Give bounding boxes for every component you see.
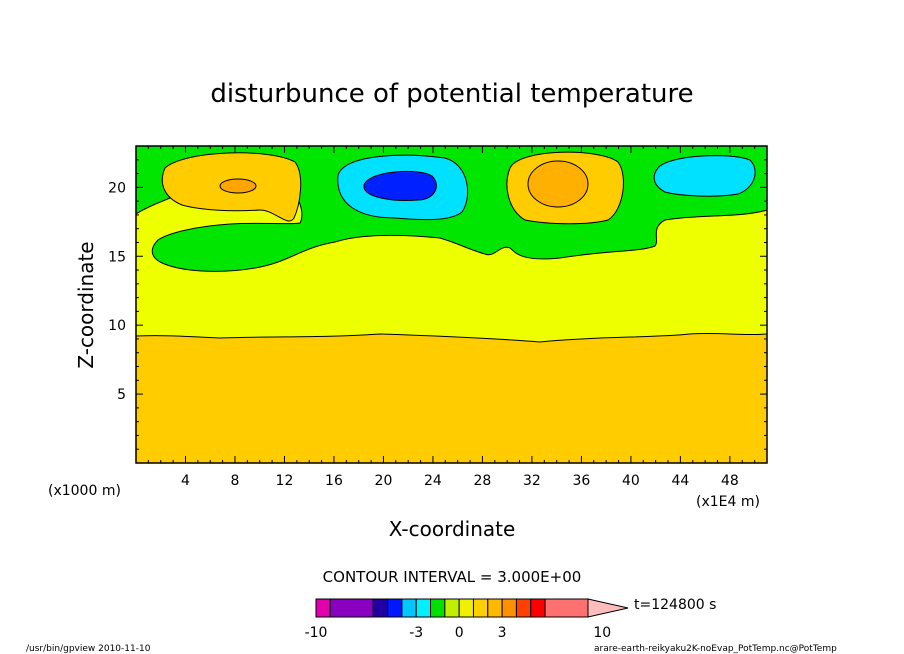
footer-right: arare-earth-reikyaku2K-noEvap_PotTemp.nc… <box>594 644 837 654</box>
x-tick-label: 32 <box>523 473 541 489</box>
colorbar-extension-arrow <box>587 598 629 618</box>
x-unit-left: (x1000 m) <box>48 483 121 499</box>
y-tick-label: 20 <box>108 180 126 196</box>
y-axis-ticks: 5 10 15 20 <box>108 159 767 450</box>
colorbar-segment <box>444 598 460 618</box>
colorbar-segment <box>387 598 403 618</box>
colorbar-tick-label: 0 <box>455 625 464 641</box>
x-tick-label: 28 <box>474 473 492 489</box>
colorbar-segment <box>329 598 374 618</box>
x-unit-right: (x1E4 m) <box>696 494 760 510</box>
colorbar-segment <box>415 598 432 618</box>
colorbar-tick-label: 10 <box>593 625 611 641</box>
y-tick-label: 10 <box>108 318 126 334</box>
colorbar-tick-label: -10 <box>305 625 328 641</box>
y-tick-label: 5 <box>117 387 126 403</box>
colorbar-segment <box>501 598 517 618</box>
colorbar-labels: -10 -3 0 3 10 <box>305 625 612 641</box>
colorbar-tick-label: 3 <box>498 625 507 641</box>
colorbar-segment <box>472 598 489 618</box>
warm-core-2 <box>527 160 589 208</box>
colorbar-segment <box>401 598 417 618</box>
chart-title: disturbunce of potential temperature <box>210 79 693 109</box>
x-tick-label: 20 <box>375 473 393 489</box>
x-tick-label: 40 <box>622 473 640 489</box>
x-tick-label: 4 <box>181 473 190 489</box>
colorbar-segment <box>315 598 331 618</box>
y-axis-label: Z-coordinate <box>74 241 98 368</box>
colorbar-segment <box>530 598 546 618</box>
contour-interval-label: CONTOUR INTERVAL = 3.000E+00 <box>323 568 582 586</box>
x-tick-label: 48 <box>721 473 739 489</box>
cold-core-1 <box>363 170 437 201</box>
colorbar-tick-label: -3 <box>409 625 423 641</box>
x-axis-label: X-coordinate <box>389 517 516 541</box>
plot-frame <box>135 145 768 464</box>
x-tick-label: 8 <box>231 473 240 489</box>
x-tick-label: 24 <box>424 473 442 489</box>
plot-area <box>135 145 768 464</box>
cold-region-2 <box>653 155 756 197</box>
warm-core-1 <box>219 178 257 194</box>
x-tick-label: 12 <box>276 473 294 489</box>
colorbar-segment <box>515 598 532 618</box>
colorbar-segment <box>544 598 589 618</box>
x-tick-label: 16 <box>325 473 343 489</box>
footer-left: /usr/bin/gpview 2010-11-10 <box>26 644 151 654</box>
colorbar-segment <box>372 598 389 618</box>
colorbar-segment <box>458 598 474 618</box>
time-label: t=124800 s <box>634 597 716 613</box>
x-tick-label: 36 <box>572 473 590 489</box>
x-axis-ticks: 4 8 12 16 20 24 28 32 36 40 44 48 <box>147 146 756 489</box>
y-tick-label: 15 <box>108 249 126 265</box>
colorbar-segment <box>487 598 503 618</box>
colorbar-segment <box>430 598 446 618</box>
x-tick-label: 44 <box>671 473 689 489</box>
colorbar <box>315 598 629 618</box>
